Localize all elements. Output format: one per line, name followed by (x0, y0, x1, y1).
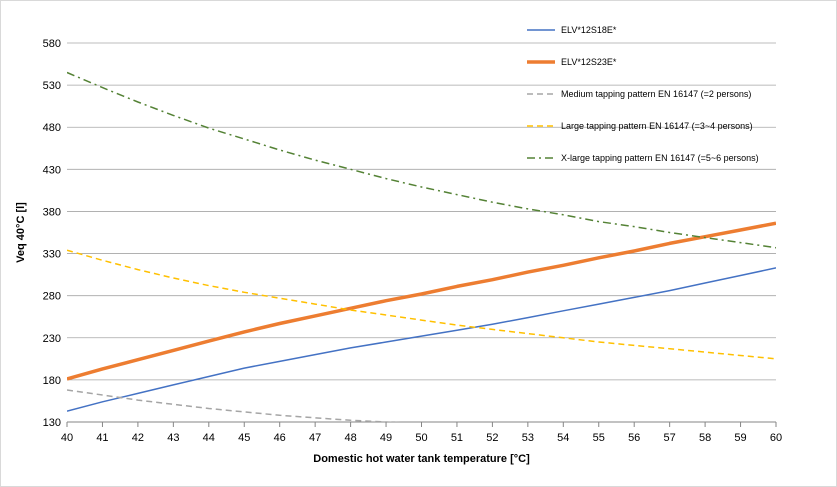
x-axis-title: Domestic hot water tank temperature [°C] (313, 453, 530, 465)
y-tick-label: 530 (43, 80, 61, 92)
legend-label-2: ELV*12S23E* (561, 57, 617, 67)
series-line-2 (67, 223, 776, 379)
x-tick-label: 47 (309, 432, 321, 444)
x-tick-label: 44 (203, 432, 215, 444)
x-tick-label: 49 (380, 432, 392, 444)
y-tick-label: 480 (43, 122, 61, 134)
y-tick-label: 330 (43, 249, 61, 261)
series-line-3 (67, 390, 422, 424)
y-tick-label: 430 (43, 164, 61, 176)
legend-label-3: Medium tapping pattern EN 16147 (=2 pers… (561, 89, 751, 99)
legend-label-5: X-large tapping pattern EN 16147 (=5~6 p… (561, 153, 759, 163)
x-tick-label: 46 (274, 432, 286, 444)
series-line-4 (67, 250, 776, 359)
y-tick-label: 580 (43, 38, 61, 50)
y-tick-label: 180 (43, 375, 61, 387)
x-tick-labels: 40 41 42 43 44 45 46 47 48 49 50 51 52 53 54 55 56 57 58 59… (61, 432, 782, 444)
x-tick-label: 56 (628, 432, 640, 444)
y-tick-label: 130 (43, 417, 61, 429)
x-tick-label: 50 (415, 432, 427, 444)
y-tick-label: 380 (43, 206, 61, 218)
y-axis-title: Veq 40°C [l] (15, 202, 27, 263)
x-tick-label: 40 (61, 432, 73, 444)
x-tick-label: 51 (451, 432, 463, 444)
legend-label-1: ELV*12S18E* (561, 25, 617, 35)
legend: ELV*12S18E* ELV*12S23E* Medium tapping pat… (527, 25, 759, 163)
x-tick-label: 41 (96, 432, 108, 444)
y-tick-labels: 130 180 230 280 330 380 430 480 530 580 (43, 38, 61, 429)
x-tick-label: 60 (770, 432, 782, 444)
x-tick-label: 45 (238, 432, 250, 444)
x-tick-label: 53 (522, 432, 534, 444)
series-line-1 (67, 268, 776, 411)
x-tick-label: 57 (664, 432, 676, 444)
x-tick-label: 43 (167, 432, 179, 444)
legend-label-4: Large tapping pattern EN 16147 (=3~4 per… (561, 121, 753, 131)
x-tick-label: 42 (132, 432, 144, 444)
x-tick-label: 55 (593, 432, 605, 444)
y-tick-label: 280 (43, 291, 61, 303)
x-tick-label: 52 (486, 432, 498, 444)
axes (67, 422, 776, 427)
x-tick-label: 59 (734, 432, 746, 444)
x-tick-label: 58 (699, 432, 711, 444)
x-tick-label: 54 (557, 432, 569, 444)
x-tick-label: 48 (344, 432, 356, 444)
y-tick-label: 230 (43, 333, 61, 345)
